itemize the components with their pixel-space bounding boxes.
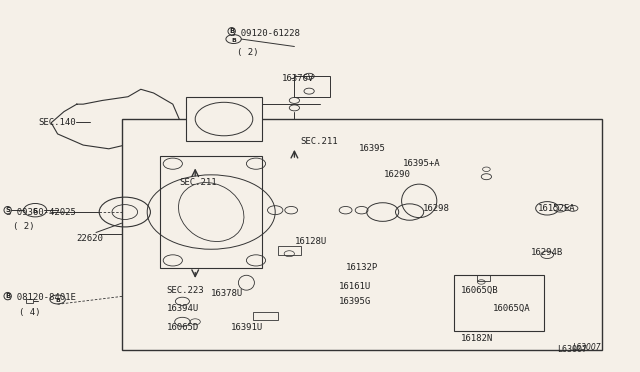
Text: L63007: L63007 bbox=[573, 343, 602, 352]
Text: SEC.211: SEC.211 bbox=[179, 178, 217, 187]
Text: 16298: 16298 bbox=[422, 204, 449, 213]
Bar bbox=[253, 312, 278, 320]
Bar bbox=[160, 156, 262, 268]
Text: 16065QB: 16065QB bbox=[461, 286, 499, 295]
Text: SEC.140: SEC.140 bbox=[38, 118, 76, 127]
Text: SEC.211: SEC.211 bbox=[301, 137, 339, 146]
Text: ( 4): ( 4) bbox=[19, 308, 41, 317]
Bar bbox=[26, 299, 33, 303]
Text: 16132P: 16132P bbox=[346, 263, 378, 272]
Text: 16182N: 16182N bbox=[461, 334, 493, 343]
Text: 16395+A: 16395+A bbox=[403, 159, 441, 168]
Text: S: S bbox=[33, 208, 38, 214]
Text: 16152EA: 16152EA bbox=[538, 204, 575, 213]
Text: L63007: L63007 bbox=[557, 345, 587, 354]
Text: 16290: 16290 bbox=[384, 170, 411, 179]
Text: B: B bbox=[229, 28, 234, 34]
Text: 16294B: 16294B bbox=[531, 248, 563, 257]
Text: 16391U: 16391U bbox=[230, 323, 262, 332]
Text: B: B bbox=[5, 293, 10, 299]
Text: 16376V: 16376V bbox=[282, 74, 314, 83]
Text: 16128U: 16128U bbox=[294, 237, 326, 246]
Text: B: B bbox=[55, 298, 60, 303]
Bar bbox=[477, 275, 490, 281]
Text: S: S bbox=[5, 207, 10, 213]
Text: 16065QA: 16065QA bbox=[493, 304, 531, 313]
Text: ( 2): ( 2) bbox=[237, 48, 259, 57]
Text: S 09360-42025: S 09360-42025 bbox=[6, 208, 76, 217]
Text: 16395G: 16395G bbox=[339, 297, 371, 306]
Bar bbox=[294, 76, 330, 97]
Text: ( 2): ( 2) bbox=[13, 222, 35, 231]
Bar bbox=[278, 246, 301, 255]
Text: 16394U: 16394U bbox=[166, 304, 198, 313]
Text: 16395: 16395 bbox=[358, 144, 385, 153]
Text: 22620: 22620 bbox=[77, 234, 104, 243]
Text: 16161U: 16161U bbox=[339, 282, 371, 291]
Text: 16065D: 16065D bbox=[166, 323, 198, 332]
Text: B 09120-61228: B 09120-61228 bbox=[230, 29, 300, 38]
Text: 16378U: 16378U bbox=[211, 289, 243, 298]
Bar bbox=[122, 119, 602, 350]
Text: SEC.223: SEC.223 bbox=[166, 286, 204, 295]
Text: B 08120-8401E: B 08120-8401E bbox=[6, 293, 76, 302]
Bar bbox=[186, 97, 262, 141]
Text: B: B bbox=[231, 38, 236, 43]
Bar bbox=[454, 275, 544, 331]
